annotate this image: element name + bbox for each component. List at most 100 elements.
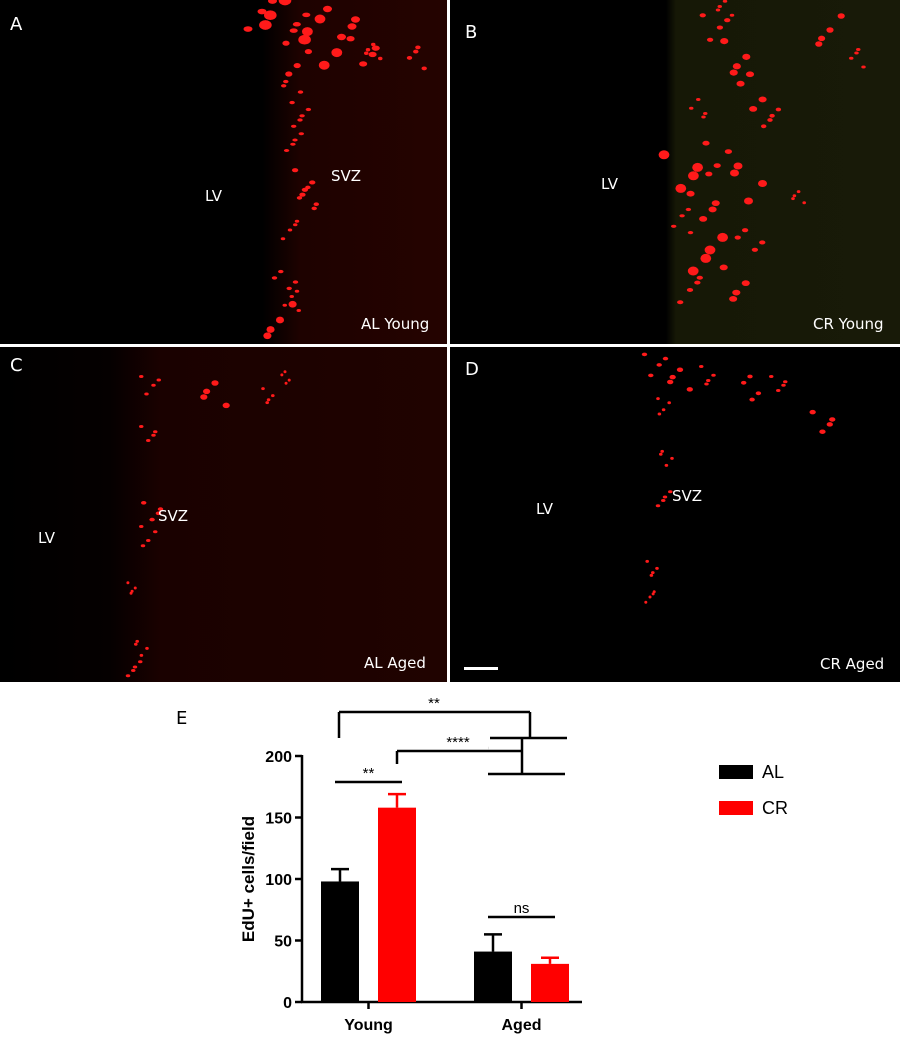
edu-cell	[371, 45, 380, 51]
edu-cell	[129, 591, 133, 595]
edu-cell	[292, 138, 298, 142]
x-tick-label: Aged	[502, 1017, 542, 1034]
edu-cell	[125, 674, 131, 678]
edu-cell	[280, 373, 284, 377]
edu-cell	[359, 61, 368, 67]
legend-swatch-cr	[719, 801, 753, 815]
edu-cell	[670, 456, 674, 460]
edu-cell	[651, 592, 655, 596]
panel-letter-d: D	[465, 359, 479, 380]
edu-cell	[299, 114, 305, 118]
edu-cell	[289, 295, 294, 298]
edu-cell	[294, 219, 300, 223]
edu-cell	[271, 394, 275, 398]
edu-cell	[657, 412, 662, 416]
edu-cell	[296, 309, 301, 312]
edu-cell	[139, 375, 144, 378]
edu-cell	[211, 380, 219, 386]
edu-cell	[802, 201, 806, 205]
edu-cell	[139, 653, 144, 657]
edu-cell	[283, 149, 290, 152]
edu-cell	[758, 180, 767, 187]
lv-label-d: LV	[536, 500, 553, 518]
edu-cell	[702, 140, 710, 146]
edu-cell	[278, 269, 284, 274]
edu-cell	[266, 326, 275, 333]
edu-cell	[662, 495, 668, 499]
bar-cr-aged	[531, 963, 569, 1002]
edu-cell	[645, 559, 649, 563]
edu-cell	[659, 452, 663, 456]
edu-cell	[293, 63, 301, 69]
edu-cell	[706, 37, 714, 42]
edu-cell	[153, 430, 158, 434]
edu-cell	[282, 303, 287, 307]
edu-cell	[144, 392, 149, 396]
x-tick-label: Young	[344, 1017, 393, 1034]
y-tick-label: 150	[265, 811, 292, 828]
edu-cell	[298, 132, 304, 136]
edu-cell	[656, 363, 662, 367]
edu-cell	[700, 253, 712, 263]
edu-cell	[819, 429, 826, 434]
edu-cell	[146, 439, 151, 442]
edu-cell	[271, 276, 278, 280]
edu-cell	[792, 194, 797, 198]
edu-cell	[259, 20, 272, 30]
edu-cell	[703, 112, 708, 115]
legend-swatch-al	[719, 765, 753, 779]
edu-cell	[671, 224, 677, 228]
edu-cell	[856, 48, 861, 51]
edu-cell	[730, 169, 739, 177]
y-axis-label: EdU+ cells/field	[239, 816, 258, 942]
edu-cell	[651, 571, 655, 575]
edu-cell	[719, 264, 728, 271]
y-tick-label: 50	[274, 934, 292, 951]
edu-cells-d	[641, 352, 836, 604]
edu-cell	[685, 207, 692, 212]
edu-cell	[745, 71, 755, 78]
edu-cell	[687, 231, 694, 235]
edu-cell	[293, 223, 298, 227]
micrograph-panel-c: C LV SVZ AL Aged	[0, 347, 447, 682]
edu-cell	[291, 124, 297, 128]
edu-cell	[729, 13, 735, 17]
edu-cell	[263, 332, 272, 340]
edu-cell	[157, 507, 164, 511]
edu-cell	[311, 206, 317, 211]
edu-cell	[305, 185, 311, 190]
panel-letter-a: A	[10, 14, 23, 35]
edu-cell	[715, 8, 721, 12]
edu-cell	[796, 190, 801, 194]
edu-cell	[309, 180, 316, 185]
edu-cell	[826, 27, 834, 33]
edu-cell	[759, 240, 766, 245]
edu-cell	[837, 13, 845, 19]
edu-cell	[676, 367, 684, 372]
edu-cell	[705, 171, 713, 177]
edu-cell	[677, 300, 684, 305]
edu-cell	[734, 235, 741, 240]
edu-cell	[708, 206, 717, 213]
micrograph-panel-d: D LV SVZ CR Aged	[450, 347, 900, 682]
svz-label-a: SVZ	[331, 167, 362, 185]
legend-label-cr: CR	[762, 798, 788, 818]
edu-cell	[294, 289, 300, 293]
edu-cell	[318, 60, 330, 70]
edu-cell	[648, 595, 652, 599]
edu-cell	[661, 408, 666, 412]
edu-cell	[132, 665, 138, 669]
edu-cell	[667, 379, 674, 385]
edu-cell	[758, 96, 767, 103]
edu-cell	[711, 200, 720, 207]
edu-cell	[135, 639, 139, 643]
edu-cell	[133, 586, 137, 590]
edu-cell	[769, 375, 774, 378]
edu-cell	[781, 383, 786, 387]
edu-cell	[704, 382, 709, 386]
edu-cell	[761, 124, 767, 129]
edu-cell	[284, 381, 288, 385]
edu-cell	[669, 374, 676, 380]
edu-cell	[145, 646, 149, 650]
edu-cell	[755, 391, 762, 396]
